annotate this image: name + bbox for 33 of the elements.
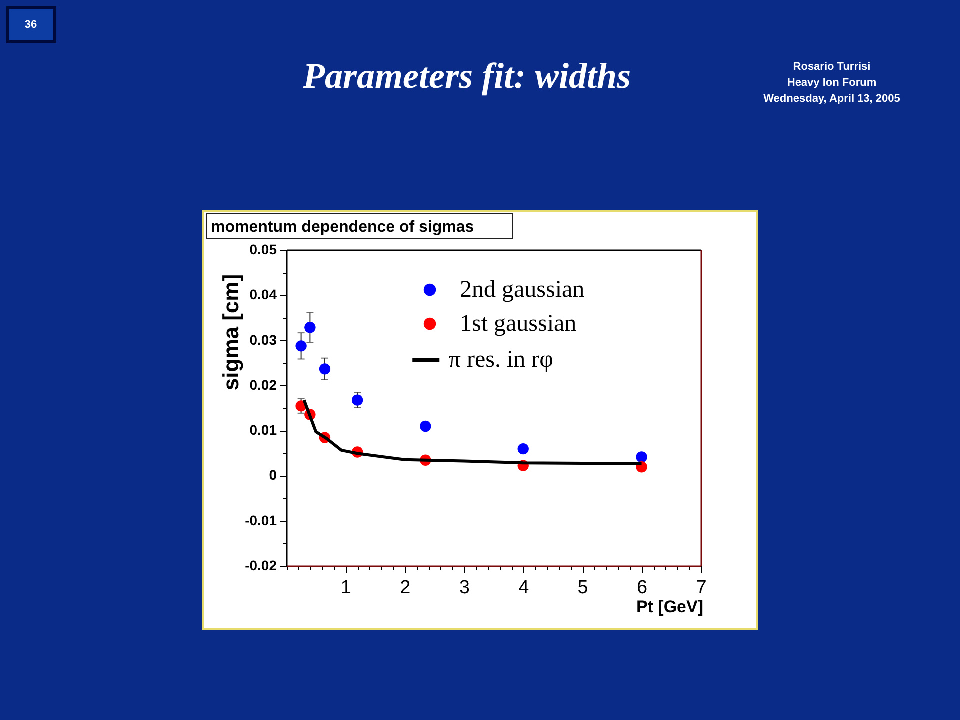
point (352, 394, 364, 406)
y-tick-label: 0.02 (250, 376, 278, 393)
y-axis-title: sigma [cm] (218, 274, 244, 391)
y-tick-label: 0 (269, 467, 278, 484)
text: Wednesday, April 13, 2005 (764, 93, 900, 105)
text: Heavy Ion Forum (787, 77, 877, 89)
x-tick-label: 6 (636, 578, 648, 598)
text: 36 (24, 19, 38, 31)
text: Rosario Turrisi (793, 61, 871, 73)
point (296, 340, 307, 352)
chart-title: Parameters fit: widths (302, 56, 632, 96)
point (636, 452, 648, 463)
y-tick-label: -0.02 (245, 558, 278, 574)
point (420, 420, 432, 432)
x-tick-label: 7 (696, 578, 707, 598)
x-tick-label: 4 (518, 578, 530, 598)
point (518, 444, 529, 455)
y-tick-label: 0.01 (250, 422, 278, 438)
chart-subtitle: momentum dependence of sigmas (211, 219, 474, 236)
x-tick-label: 1 (340, 578, 352, 598)
x-axis-title: Pt [GeV] (636, 598, 704, 616)
x-tick-label: 2 (400, 578, 411, 598)
legend-label: 1st gaussian (460, 311, 577, 337)
point (319, 364, 331, 375)
y-tick-label: 0.05 (250, 242, 278, 258)
legend-label: 2nd gaussian (460, 277, 585, 303)
x-tick-label: 5 (578, 578, 588, 598)
point (304, 322, 316, 334)
y-tick-label: -0.01 (245, 512, 278, 528)
x-tick-label: 3 (459, 578, 470, 598)
legend-label: π res. in rφ (448, 347, 554, 373)
y-tick-label: 0.03 (250, 332, 278, 348)
y-tick-label: 0.04 (250, 286, 278, 303)
